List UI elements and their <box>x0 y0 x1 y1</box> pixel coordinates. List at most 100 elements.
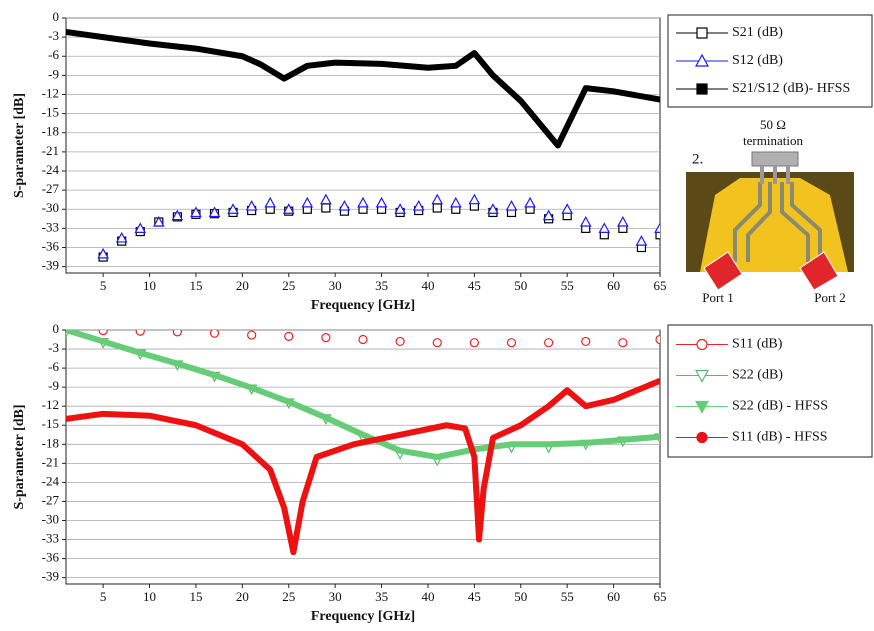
x-tick-label: 55 <box>561 278 574 293</box>
y-tick-label: -18 <box>42 124 59 139</box>
legend-marker <box>696 27 708 39</box>
x-tick-label: 30 <box>329 589 342 604</box>
y-tick-label: -3 <box>48 340 59 355</box>
data-point <box>617 215 629 227</box>
termination-text: termination <box>743 133 803 148</box>
port1-connector <box>703 251 743 291</box>
data-point <box>227 203 239 214</box>
data-point <box>357 196 369 208</box>
data-point <box>412 200 425 211</box>
data-point <box>432 203 442 213</box>
series-layer <box>66 29 660 262</box>
data-point <box>581 336 591 347</box>
legend-marker <box>694 53 710 67</box>
legend-label: S12 (dB) <box>732 53 783 68</box>
y-tick-label: -6 <box>48 359 59 374</box>
data-point <box>432 338 442 348</box>
data-point <box>598 222 611 233</box>
data-point <box>395 336 405 347</box>
port2-connector <box>799 251 839 291</box>
data-point <box>208 206 221 218</box>
y-tick-label: -9 <box>48 66 59 81</box>
data-point <box>135 330 145 336</box>
plot-area <box>65 329 661 585</box>
data-point <box>544 338 554 348</box>
legend-label: S21 (dB) <box>732 25 783 40</box>
data-point <box>635 235 648 246</box>
data-point <box>209 330 220 338</box>
x-tick-label: 5 <box>100 589 107 604</box>
legend-label: S22 (dB) <box>732 368 783 383</box>
data-point <box>450 196 462 208</box>
data-point <box>505 200 518 211</box>
y-tick-label: -3 <box>48 28 59 43</box>
series-line <box>66 330 660 460</box>
y-tick-label: -27 <box>42 492 60 507</box>
y-tick-label: -6 <box>48 47 59 62</box>
data-point <box>524 196 536 208</box>
legend-marker <box>696 431 708 444</box>
y-tick-label: -36 <box>42 238 60 253</box>
data-point <box>245 200 258 211</box>
x-tick-label: 45 <box>468 278 481 293</box>
legend-box <box>667 324 873 458</box>
x-tick-label: 65 <box>654 589 667 604</box>
data-point <box>282 203 295 214</box>
y-tick-label: -21 <box>42 454 59 469</box>
legend-label: S21/S12 (dB)- HFSS <box>732 81 850 96</box>
data-point <box>542 209 555 221</box>
x-tick-label: 10 <box>143 589 156 604</box>
data-point <box>487 203 499 214</box>
x-axis-title: Frequency [GHz] <box>311 609 415 624</box>
series-line <box>66 378 660 556</box>
x-tick-label: 35 <box>375 589 388 604</box>
legend-label: S22 (dB) - HFSS <box>732 399 828 414</box>
x-tick-label: 5 <box>100 278 107 293</box>
legend-box <box>667 14 873 108</box>
inset-label: 2. <box>692 151 703 167</box>
y-tick-label: -39 <box>42 569 59 584</box>
x-tick-label: 55 <box>561 589 574 604</box>
x-tick-label: 15 <box>189 278 202 293</box>
x-tick-label: 35 <box>375 278 388 293</box>
y-tick-label: -30 <box>42 200 59 215</box>
y-tick-label: -33 <box>42 219 59 234</box>
legend-label: S11 (dB) <box>732 337 783 352</box>
data-point <box>468 193 481 205</box>
y-tick-label: 0 <box>53 321 60 336</box>
x-tick-label: 30 <box>329 278 342 293</box>
y-tick-label: -15 <box>42 105 59 120</box>
data-point <box>97 247 109 259</box>
data-point <box>264 196 276 208</box>
data-point <box>561 203 573 214</box>
x-tick-label: 50 <box>514 278 527 293</box>
data-point <box>172 330 182 337</box>
y-tick-label: -24 <box>42 473 60 488</box>
x-tick-label: 20 <box>236 589 249 604</box>
port1-label: Port 1 <box>702 290 733 305</box>
x-tick-label: 25 <box>282 589 295 604</box>
y-tick-label: -30 <box>42 511 59 526</box>
x-axis-title: Frequency [GHz] <box>311 298 415 313</box>
x-tick-label: 45 <box>468 589 481 604</box>
data-point <box>655 334 660 345</box>
data-point <box>655 230 660 240</box>
termination-value: 50 Ω <box>760 117 786 132</box>
termination-block <box>751 151 799 167</box>
y-tick-label: -33 <box>42 531 59 546</box>
y-tick-label: -21 <box>42 143 59 158</box>
data-point <box>394 203 406 214</box>
termination-pins <box>760 166 790 184</box>
data-point <box>375 196 388 208</box>
legend-label: S11 (dB) - HFSS <box>732 430 828 445</box>
data-point <box>98 330 108 336</box>
data-point <box>431 193 444 205</box>
data-point <box>579 215 592 227</box>
y-tick-label: -24 <box>42 162 60 177</box>
legend-marker <box>694 369 710 383</box>
data-point <box>247 330 257 340</box>
x-tick-label: 40 <box>421 589 434 604</box>
traces <box>733 182 822 262</box>
y-axis-title: S-parameter [dB] <box>12 93 27 198</box>
